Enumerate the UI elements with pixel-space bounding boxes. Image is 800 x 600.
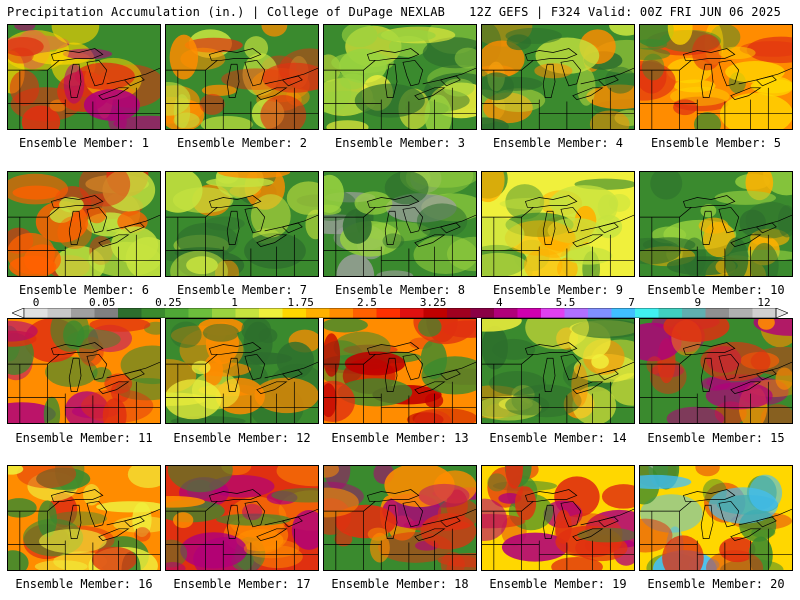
colorbar-swatch	[212, 308, 236, 318]
colorbar-swatch	[635, 308, 659, 318]
ensemble-member-map	[481, 318, 635, 424]
colorbar-tick-label: 3.25	[419, 296, 447, 309]
colorbar-swatch	[47, 308, 72, 318]
colorbar-swatch	[24, 308, 48, 318]
ensemble-member-label: Ensemble Member: 10	[647, 283, 785, 297]
colorbar	[12, 308, 788, 318]
colorbar-swatch	[611, 308, 636, 318]
colorbar-swatch	[588, 308, 612, 318]
ensemble-member-map	[639, 24, 793, 130]
ensemble-member-map	[7, 318, 161, 424]
colorbar-swatch	[353, 308, 377, 318]
ensemble-member-map	[639, 318, 793, 424]
colorbar-swatch	[705, 308, 730, 318]
ensemble-member-map	[481, 171, 635, 277]
colorbar-swatch	[752, 308, 777, 318]
colorbar-tick-label: 7	[628, 296, 635, 309]
colorbar-swatches	[12, 308, 788, 318]
colorbar-swatch	[282, 308, 307, 318]
colorbar-swatch	[306, 308, 330, 318]
colorbar-swatch	[376, 308, 401, 318]
colorbar-swatch	[141, 308, 166, 318]
ensemble-member-label: Ensemble Member: 13	[331, 431, 469, 445]
ensemble-member-map	[165, 318, 319, 424]
map-title: Precipitation Accumulation (in.) | Colle…	[7, 5, 446, 19]
ensemble-member-label: Ensemble Member: 11	[15, 431, 153, 445]
ensemble-member-map	[7, 171, 161, 277]
ensemble-member-label: Ensemble Member: 1	[18, 136, 150, 150]
colorbar-swatch	[329, 308, 354, 318]
colorbar-swatch	[423, 308, 448, 318]
ensemble-member-map	[165, 465, 319, 571]
ensemble-member-label: Ensemble Member: 14	[489, 431, 627, 445]
colorbar-swatch	[517, 308, 542, 318]
colorbar-swatch	[94, 308, 119, 318]
colorbar-swatch	[259, 308, 283, 318]
ensemble-member-label: Ensemble Member: 18	[331, 577, 469, 591]
colorbar-swatch	[71, 308, 95, 318]
ensemble-member-map	[481, 24, 635, 130]
colorbar-tick-label: 4	[495, 296, 503, 309]
colorbar-tick-label: 1	[231, 296, 238, 309]
ensemble-member-map	[639, 465, 793, 571]
colorbar-swatch	[165, 308, 189, 318]
colorbar-swatch	[494, 308, 518, 318]
colorbar-swatch	[188, 308, 213, 318]
colorbar-swatch	[470, 308, 495, 318]
ensemble-member-label: Ensemble Member: 5	[650, 136, 782, 150]
ensemble-member-label: Ensemble Member: 8	[334, 283, 466, 297]
colorbar-tick-label: 12	[757, 296, 771, 309]
ensemble-member-label: Ensemble Member: 20	[647, 577, 785, 591]
ensemble-member-label: Ensemble Member: 9	[492, 283, 624, 297]
ensemble-member-label: Ensemble Member: 15	[647, 431, 785, 445]
colorbar-tick-label: 5.5	[555, 296, 576, 309]
ensemble-member-map	[323, 318, 477, 424]
ensemble-member-map	[323, 171, 477, 277]
ensemble-member-map	[639, 171, 793, 277]
ensemble-member-map	[323, 465, 477, 571]
colorbar-tick-label: 0	[32, 296, 40, 309]
colorbar-swatch	[447, 308, 471, 318]
colorbar-tick-label: 1.75	[287, 296, 314, 309]
ensemble-member-label: Ensemble Member: 3	[334, 136, 466, 150]
ensemble-member-label: Ensemble Member: 17	[173, 577, 311, 591]
colorbar-swatch	[729, 308, 753, 318]
ensemble-member-label: Ensemble Member: 12	[173, 431, 311, 445]
colorbar-tick-label: 0.25	[155, 296, 182, 309]
ensemble-member-map	[7, 24, 161, 130]
ensemble-member-label: Ensemble Member: 16	[15, 577, 153, 591]
ensemble-member-label: Ensemble Member: 6	[18, 283, 150, 297]
ensemble-member-map	[165, 24, 319, 130]
model-run-info: 12Z GEFS | F324 Valid: 00Z FRI JUN 06 20…	[469, 5, 781, 19]
colorbar-swatch	[400, 308, 424, 318]
colorbar-tick-label: 9	[694, 296, 702, 309]
colorbar-swatch	[682, 308, 706, 318]
colorbar-tick-label: 2.5	[356, 296, 377, 309]
colorbar-swatch	[564, 308, 589, 318]
colorbar-swatch	[118, 308, 142, 318]
colorbar-swatch	[658, 308, 683, 318]
ensemble-member-label: Ensemble Member: 2	[176, 136, 308, 150]
ensemble-member-label: Ensemble Member: 19	[489, 577, 627, 591]
ensemble-member-map	[7, 465, 161, 571]
colorbar-tick-label: 0.05	[88, 296, 116, 309]
colorbar-swatch	[235, 308, 260, 318]
ensemble-member-map	[165, 171, 319, 277]
ensemble-member-label: Ensemble Member: 7	[176, 283, 308, 297]
ensemble-member-map	[481, 465, 635, 571]
ensemble-member-label: Ensemble Member: 4	[492, 136, 624, 150]
colorbar-swatch	[541, 308, 565, 318]
ensemble-member-map	[323, 24, 477, 130]
